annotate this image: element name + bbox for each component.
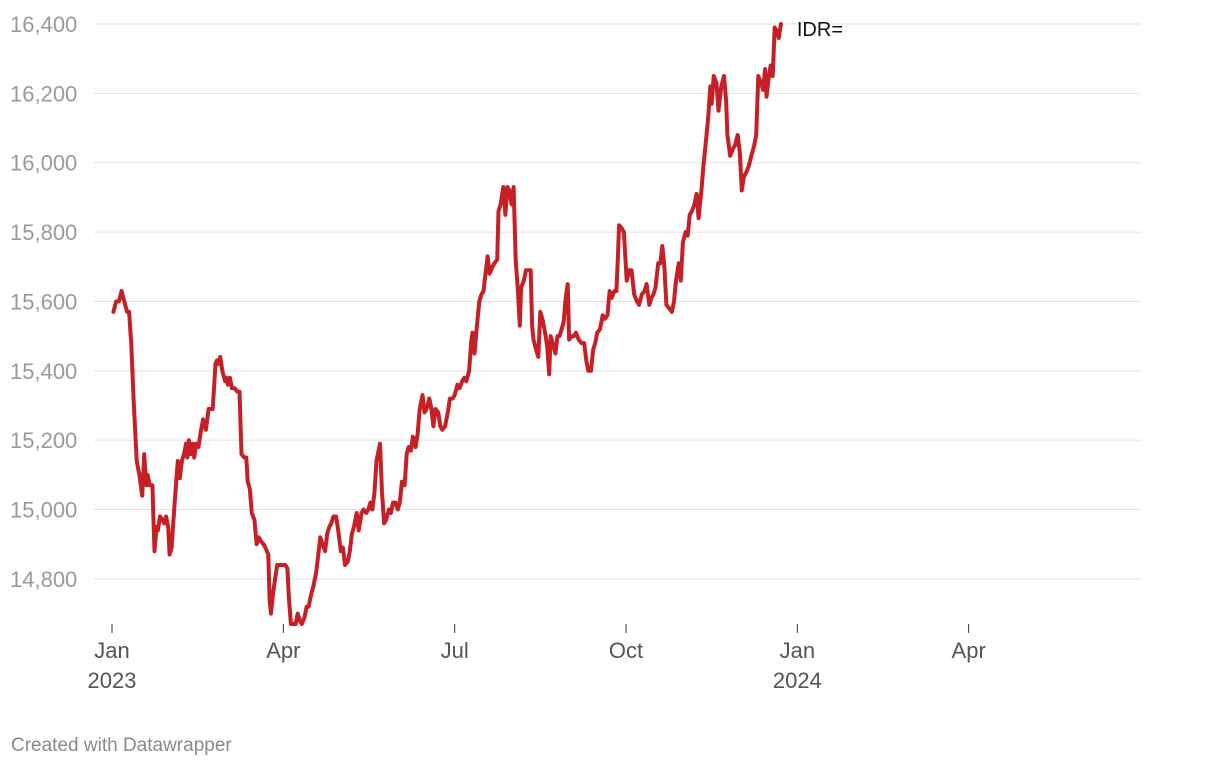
y-axis-labels: 14,800 15,000 15,200 15,400 15,600 15,800 16,0… <box>10 12 77 592</box>
x-axis: Jan 2023 Apr Jul Oct Jan 2024 Apr <box>88 624 986 693</box>
y-tick-label: 16,400 <box>10 12 77 37</box>
y-tick-label: 16,000 <box>10 151 77 176</box>
x-tick-label: Oct <box>609 638 643 663</box>
credit-text: Created with Datawrapper <box>11 735 232 756</box>
series-layer: IDR= <box>111 19 843 626</box>
x-tick-label: Apr <box>952 638 986 663</box>
y-tick-label: 15,000 <box>10 498 77 523</box>
y-tick-label: 15,600 <box>10 289 77 314</box>
y-tick-label: 15,200 <box>10 428 77 453</box>
y-tick-label: 14,800 <box>10 567 77 592</box>
x-tick-label: Jan <box>94 638 129 663</box>
x-tick-label: Jan <box>780 638 815 663</box>
x-tick-label: Apr <box>266 638 300 663</box>
series-line-idr <box>111 22 783 626</box>
y-tick-label: 15,400 <box>10 359 77 384</box>
y-tick-label: 15,800 <box>10 220 77 245</box>
x-tick-year-label: 2024 <box>773 668 822 693</box>
line-chart: 14,800 15,000 15,200 15,400 15,600 15,800 16,0… <box>10 12 1140 693</box>
series-label: IDR= <box>797 19 843 41</box>
x-tick-label: Jul <box>441 638 469 663</box>
x-tick-year-label: 2023 <box>88 668 137 693</box>
y-tick-label: 16,200 <box>10 81 77 106</box>
